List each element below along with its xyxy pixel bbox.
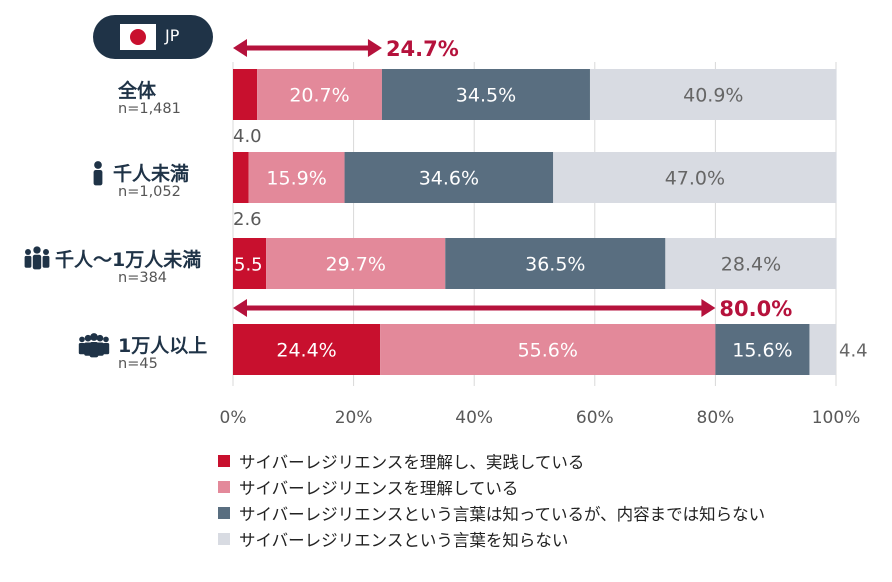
country-badge: JP (93, 15, 213, 59)
bar-segment (715, 324, 810, 375)
person-figure (102, 336, 110, 355)
category-label: 千人〜1万人未満 (55, 249, 202, 271)
bar-segment (665, 238, 837, 289)
bar-segment (589, 69, 837, 120)
annotation-arrowhead (367, 39, 382, 57)
bar-segment (445, 238, 666, 289)
bar-segment (266, 238, 446, 289)
legend-swatch (218, 533, 230, 545)
x-tick-label: 40% (455, 408, 493, 428)
value-label: 5.5 (234, 255, 263, 276)
x-tick-label: 80% (697, 408, 735, 428)
bar-segment (380, 324, 716, 375)
group-icon (24, 246, 50, 270)
value-label: 24.4% (276, 340, 336, 362)
legend-swatch (218, 455, 230, 467)
value-label: 20.7% (289, 85, 349, 107)
country-code: JP (165, 26, 180, 45)
category-label: 1万人以上 (118, 335, 208, 357)
value-label: 28.4% (721, 254, 781, 276)
person-figure (78, 336, 86, 355)
person-figure (42, 249, 50, 268)
value-label: 2.6 (233, 209, 262, 230)
value-label: 15.9% (266, 168, 326, 190)
bar-segment (381, 69, 590, 120)
legend-label: サイバーレジリエンスという言葉を知らない (239, 531, 569, 550)
bar-segment (257, 69, 382, 120)
x-tick-label: 100% (812, 408, 861, 428)
value-label: 40.9% (683, 85, 743, 107)
bar-segment (233, 324, 381, 375)
legend: サイバーレジリエンスを理解し、実践している サイバーレジリエンスを理解しているサイ… (218, 448, 765, 552)
legend-item: サイバーレジリエンスを理解し、実践している (218, 448, 765, 474)
bar-segment (809, 324, 836, 375)
bar-segment (233, 152, 249, 203)
category-label: 千人未満 (113, 163, 190, 185)
value-label: 36.5% (525, 254, 585, 276)
bar-segment (248, 152, 345, 203)
x-tick-label: 60% (576, 408, 614, 428)
value-label: 4.4 (839, 341, 868, 362)
legend-item: サイバーレジリエンスという言葉は知っているが、内容までは知らない (218, 500, 765, 526)
annotation-arrowhead (701, 299, 716, 317)
x-tick-label: 20% (335, 408, 373, 428)
value-label: 15.6% (732, 340, 792, 362)
sample-size-label: n=45 (118, 356, 158, 372)
sample-size-label: n=384 (118, 270, 168, 286)
sample-size-label: n=1,481 (118, 101, 181, 117)
legend-item: サイバーレジリエンスを理解している (218, 474, 765, 500)
value-label: 29.7% (326, 254, 386, 276)
person-icon (93, 161, 103, 186)
bar-segment (344, 152, 554, 203)
sample-size-label: n=1,052 (118, 184, 181, 200)
legend-item: サイバーレジリエンスという言葉を知らない (218, 526, 765, 552)
value-label: 34.6% (419, 168, 479, 190)
bar-segment (233, 69, 258, 120)
legend-label: サイバーレジリエンスを理解し、実践している (239, 453, 585, 472)
person-figure (24, 249, 32, 268)
legend-swatch (218, 507, 230, 519)
x-tick-label: 0% (220, 408, 247, 428)
value-label: 55.6% (518, 340, 578, 362)
bar-segment (233, 238, 267, 289)
person-figure (89, 333, 99, 358)
annotation-arrowhead (233, 39, 247, 57)
legend-label: サイバーレジリエンスを理解している (239, 479, 519, 498)
bar-segment (553, 152, 837, 203)
legend-swatch (218, 481, 230, 493)
value-label: 47.0% (665, 168, 725, 190)
value-label: 34.5% (456, 85, 516, 107)
value-label: 4.0 (233, 126, 262, 147)
annotation-arrowhead (233, 299, 247, 317)
person-figure (32, 246, 42, 270)
annotation-label: 24.7% (386, 37, 459, 61)
japan-flag-icon (120, 24, 156, 50)
legend-label: サイバーレジリエンスという言葉は知っているが、内容までは知らない (239, 505, 766, 524)
large-group-icon (78, 333, 110, 358)
annotation-label: 80.0% (719, 297, 792, 321)
category-label: 全体 (118, 80, 157, 102)
